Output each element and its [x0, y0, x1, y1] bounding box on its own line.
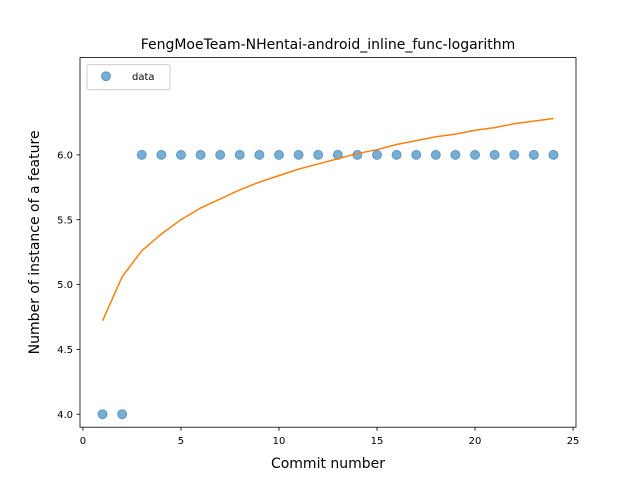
y-tick-label: 6.0	[57, 150, 73, 161]
data-point	[273, 149, 284, 160]
data-point	[117, 409, 128, 420]
data-point	[156, 149, 167, 160]
plot-area	[97, 117, 559, 420]
x-tick-label: 5	[178, 436, 184, 447]
y-tick-label: 5.0	[57, 280, 73, 291]
x-tick-label: 25	[567, 436, 580, 447]
data-point	[548, 149, 559, 160]
data-point	[175, 149, 186, 160]
legend-marker-data	[101, 71, 111, 82]
x-tick-label: 0	[80, 436, 86, 447]
data-point	[195, 149, 206, 160]
data-point	[97, 409, 108, 420]
data-point	[215, 149, 226, 160]
y-tick-label: 4.0	[57, 410, 73, 421]
y-tick-label: 5.5	[57, 215, 73, 226]
x-axis-label: Commit number	[271, 456, 385, 472]
data-point	[528, 149, 539, 160]
data-point	[489, 149, 500, 160]
x-axis: 0 5 10 15 20 25	[80, 427, 580, 447]
data-point	[391, 149, 402, 160]
plot-frame	[79, 57, 577, 428]
x-tick-label: 20	[469, 436, 482, 447]
data-point	[293, 149, 304, 160]
data-point	[509, 149, 520, 160]
legend-label-data: data	[132, 72, 155, 83]
data-point	[470, 149, 481, 160]
x-tick-label: 10	[273, 436, 286, 447]
data-point	[234, 149, 245, 160]
data-point	[372, 149, 383, 160]
y-axis-label: Number of instance of a feature	[27, 130, 43, 354]
data-point	[313, 149, 324, 160]
data-point	[450, 149, 461, 160]
legend: data	[86, 64, 171, 91]
data-point	[430, 149, 441, 160]
x-tick-label: 15	[371, 436, 384, 447]
y-axis: 4.0 4.5 5.0 5.5 6.0	[57, 150, 80, 421]
data-point	[411, 149, 422, 160]
y-tick-label: 4.5	[57, 345, 73, 356]
data-point	[254, 149, 265, 160]
fit-line	[101, 117, 554, 322]
data-point	[136, 149, 147, 160]
legend-box	[86, 64, 171, 91]
chart-title: FengMoeTeam-NHentai-android_inline_func-…	[141, 37, 516, 53]
